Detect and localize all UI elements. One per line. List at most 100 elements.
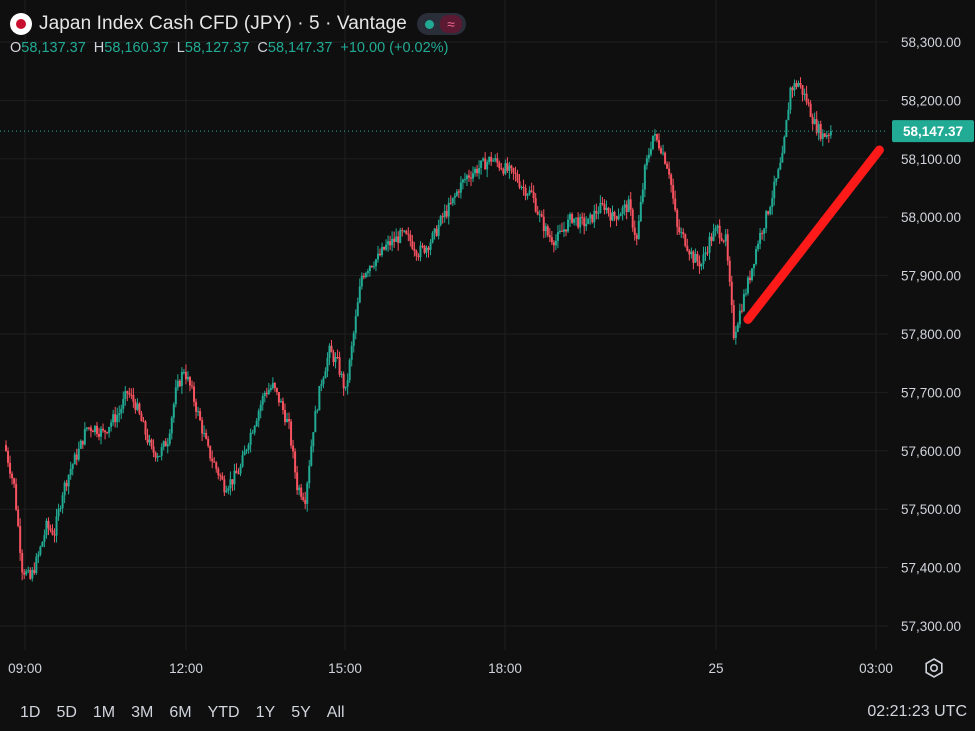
- candle-body: [753, 264, 756, 269]
- candle-body: [251, 432, 254, 434]
- candle-body: [639, 202, 642, 221]
- candle-body: [593, 210, 596, 223]
- candle-body: [128, 393, 131, 395]
- candle-body: [817, 124, 820, 133]
- candle-body: [647, 154, 650, 159]
- candle-body: [376, 253, 379, 260]
- candle-body: [294, 451, 297, 473]
- chart-grid: [0, 0, 888, 650]
- candle-body: [686, 246, 689, 251]
- candle-body: [787, 109, 790, 121]
- price-axis[interactable]: 58,300.00 58,200.00 58,100.00 58,000.00 57,9…: [892, 35, 974, 634]
- candle-body: [318, 385, 321, 411]
- candle-body: [781, 152, 784, 163]
- candle-body: [286, 419, 289, 422]
- candle-body: [308, 465, 311, 484]
- range-all-button[interactable]: All: [326, 703, 345, 721]
- candle-body: [526, 194, 529, 196]
- candle-body: [395, 236, 398, 242]
- range-5y-button[interactable]: 5Y: [291, 703, 311, 721]
- candle-body: [176, 380, 179, 388]
- candle-body: [744, 293, 747, 295]
- ohlc-values: O 58,137.37 H 58,160.37 L 58,127.37 C 58…: [10, 38, 466, 58]
- candle-body: [417, 255, 420, 258]
- utc-clock[interactable]: 02:21:23 UTC: [867, 703, 967, 720]
- candle-body: [581, 216, 584, 218]
- candle-body: [389, 241, 392, 246]
- candle-body: [490, 156, 493, 162]
- range-1d-button[interactable]: 1D: [20, 703, 41, 721]
- candle-body: [759, 232, 762, 244]
- candle-body: [773, 181, 776, 199]
- change-value: +10.00 (+0.02%): [340, 40, 449, 56]
- candle-body: [283, 409, 286, 422]
- candle-body: [455, 191, 458, 196]
- candle-body: [405, 230, 408, 234]
- range-1y-button[interactable]: 1Y: [255, 703, 276, 721]
- candle-body: [617, 216, 620, 220]
- candle-body: [259, 404, 262, 412]
- candle-body: [91, 430, 94, 433]
- candle-body: [435, 228, 438, 236]
- candle-body: [150, 439, 153, 447]
- range-6m-button[interactable]: 6M: [169, 703, 192, 721]
- candle-body: [237, 473, 240, 475]
- candle-body: [633, 227, 636, 235]
- candle-body: [104, 430, 107, 433]
- candle-body: [17, 509, 20, 526]
- market-status-pill[interactable]: ≈: [416, 13, 466, 35]
- candle-body: [180, 372, 183, 387]
- candle-body: [168, 433, 171, 444]
- candle-body: [290, 421, 293, 446]
- candle-body: [763, 228, 766, 234]
- candle-body: [736, 324, 739, 332]
- candle-body: [585, 223, 588, 227]
- low-value: 58,127.37: [184, 40, 250, 56]
- candle-body: [11, 473, 14, 479]
- candle-body: [718, 225, 721, 239]
- time-tick-label: 03:00: [859, 661, 893, 676]
- candle-body: [97, 433, 100, 437]
- candle-body: [518, 181, 521, 188]
- candle-body: [344, 386, 347, 389]
- candle-body: [678, 226, 681, 233]
- time-tick-label: 09:00: [8, 661, 42, 676]
- candle-body: [692, 251, 695, 263]
- range-ytd-button[interactable]: YTD: [207, 703, 240, 721]
- candle-body: [106, 432, 109, 434]
- candle-body: [494, 158, 497, 161]
- candle-body: [799, 83, 802, 86]
- price-tick-label: 57,900.00: [901, 269, 961, 284]
- candle-body: [645, 158, 648, 166]
- candle-body: [45, 520, 48, 536]
- candle-body: [783, 136, 786, 153]
- candle-body: [538, 214, 541, 216]
- price-tick-label: 57,600.00: [901, 444, 961, 459]
- candle-body: [609, 213, 612, 221]
- candle-body: [797, 83, 800, 87]
- candle-body: [5, 444, 7, 451]
- candle-body: [203, 432, 206, 434]
- gear-icon[interactable]: [924, 658, 944, 678]
- range-1m-button[interactable]: 1M: [92, 703, 116, 721]
- candle-body: [229, 479, 232, 489]
- candle-body: [47, 520, 50, 529]
- candle-body: [184, 371, 187, 380]
- candle-body: [65, 482, 68, 487]
- candle-body: [79, 440, 82, 449]
- candle-body: [188, 376, 191, 386]
- close-label: C: [257, 40, 268, 56]
- time-axis[interactable]: 09:00 12:00 15:00 18:00 25 03:00: [8, 661, 893, 676]
- symbol-title[interactable]: Japan Index Cash CFD (JPY) · 5 · Vantage: [39, 13, 407, 34]
- range-5d-button[interactable]: 5D: [56, 703, 77, 721]
- price-tick-label: 57,300.00: [901, 619, 961, 634]
- candle-body: [716, 225, 719, 228]
- candle-body: [809, 103, 812, 118]
- candle-body: [95, 425, 98, 434]
- candle-body: [182, 371, 185, 373]
- candle-body: [512, 168, 515, 173]
- candle-body: [231, 479, 234, 485]
- range-3m-button[interactable]: 3M: [131, 703, 154, 721]
- candle-body: [740, 310, 743, 312]
